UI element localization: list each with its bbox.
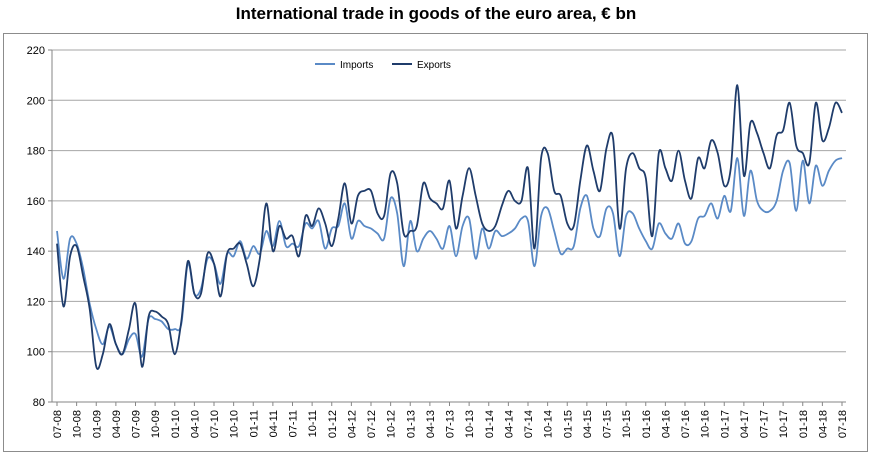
legend-label-imports: Imports xyxy=(340,60,373,71)
x-tick-label: 10-14 xyxy=(543,410,555,438)
x-tick-label: 07-17 xyxy=(759,410,771,438)
series-line-imports xyxy=(56,157,843,358)
x-tick-label: 07-18 xyxy=(837,410,849,438)
x-tick-label: 10-12 xyxy=(386,410,398,438)
x-tick-label: 01-15 xyxy=(562,410,574,438)
x-tick-label: 07-12 xyxy=(366,410,378,438)
y-tick-label: 100 xyxy=(27,347,45,359)
x-tick-label: 01-18 xyxy=(798,410,810,438)
chart-frame xyxy=(3,33,868,452)
x-tick-label: 04-11 xyxy=(268,410,280,437)
legend-label-exports: Exports xyxy=(417,60,451,71)
x-tick-label: 10-15 xyxy=(621,410,633,438)
x-tick-label: 10-10 xyxy=(229,410,241,438)
y-tick-label: 140 xyxy=(27,246,45,258)
x-tick-label: 01-14 xyxy=(484,410,496,438)
x-tick-label: 10-17 xyxy=(778,410,790,438)
x-tick-label: 10-13 xyxy=(464,410,476,438)
x-tick-label: 04-16 xyxy=(660,410,672,438)
x-tick-label: 07-11 xyxy=(288,410,300,437)
x-tick-label: 07-08 xyxy=(52,410,64,438)
x-tick-label: 07-16 xyxy=(680,410,692,438)
x-tick-label: 07-09 xyxy=(131,410,143,438)
x-tick-label: 07-10 xyxy=(209,410,221,438)
x-tick-label: 04-15 xyxy=(582,410,594,438)
x-tick-label: 07-13 xyxy=(445,410,457,438)
x-tick-label: 01-09 xyxy=(91,410,103,438)
x-tick-label: 01-13 xyxy=(405,410,417,438)
x-tick-label: 04-18 xyxy=(817,410,829,438)
x-tick-label: 01-11 xyxy=(248,410,260,437)
x-tick-label: 04-14 xyxy=(503,410,515,438)
x-tick-label: 10-11 xyxy=(307,410,319,437)
x-tick-label: 01-16 xyxy=(641,410,653,438)
x-tick-label: 01-17 xyxy=(719,410,731,438)
y-tick-label: 220 xyxy=(27,45,45,57)
x-tick-label: 04-12 xyxy=(346,410,358,438)
x-tick-label: 10-08 xyxy=(72,410,84,438)
chart-title: International trade in goods of the euro… xyxy=(235,4,637,23)
series-line-exports xyxy=(56,84,843,370)
x-tick-label: 04-17 xyxy=(739,410,751,438)
x-tick-label: 07-15 xyxy=(602,410,614,438)
x-tick-label: 04-09 xyxy=(111,410,123,438)
x-tick-label: 07-14 xyxy=(523,410,535,438)
x-tick-label: 10-16 xyxy=(700,410,712,438)
x-tick-label: 01-10 xyxy=(170,410,182,438)
y-tick-label: 120 xyxy=(27,296,45,308)
x-tick-label: 04-10 xyxy=(189,410,201,438)
y-tick-label: 80 xyxy=(33,397,45,409)
y-tick-label: 160 xyxy=(27,196,45,208)
x-tick-label: 10-09 xyxy=(150,410,162,438)
x-tick-label: 01-12 xyxy=(327,410,339,438)
y-tick-label: 180 xyxy=(27,146,45,158)
x-tick-label: 04-13 xyxy=(425,410,437,438)
y-tick-label: 200 xyxy=(27,95,45,107)
